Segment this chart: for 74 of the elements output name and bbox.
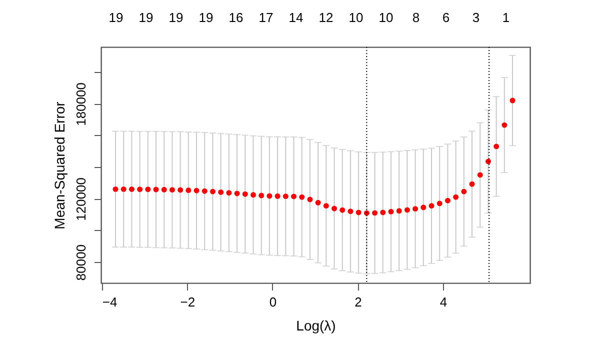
text: 19 — [108, 10, 124, 25]
text: 19 — [198, 10, 214, 25]
point — [510, 98, 516, 104]
x-tick-label: −4 — [102, 294, 118, 310]
text: 1 — [502, 10, 510, 25]
text: 16 — [228, 10, 244, 25]
point — [453, 194, 459, 200]
point — [128, 186, 134, 192]
point — [485, 158, 491, 164]
point — [266, 193, 272, 199]
text: 14 — [288, 10, 304, 25]
point — [461, 188, 467, 194]
x-tick-label: −2 — [180, 294, 196, 310]
text: 19 — [168, 10, 184, 25]
point — [234, 190, 240, 196]
point — [436, 200, 442, 206]
point — [356, 210, 362, 216]
x-tick-label: 0 — [269, 294, 277, 310]
point — [469, 181, 475, 187]
point — [307, 196, 313, 202]
point — [274, 193, 280, 199]
y-tick-label: 180000 — [74, 82, 88, 126]
point — [120, 186, 126, 192]
x-tick-label: 4 — [440, 294, 448, 310]
point — [282, 194, 288, 200]
point — [444, 198, 450, 204]
point — [258, 192, 264, 198]
point — [299, 194, 305, 200]
point — [250, 192, 256, 198]
point — [291, 194, 296, 200]
y-tick-label: 120000 — [74, 177, 88, 221]
point — [404, 207, 410, 213]
point — [210, 188, 216, 194]
point — [372, 210, 378, 216]
point — [348, 208, 354, 214]
point — [323, 203, 329, 209]
point — [396, 208, 402, 214]
x-tick-label: 2 — [354, 294, 362, 310]
point — [153, 186, 159, 192]
point — [428, 203, 434, 209]
point — [388, 208, 394, 214]
text: 6 — [442, 10, 450, 25]
point — [315, 200, 321, 206]
point — [137, 186, 143, 192]
text: 8 — [412, 10, 420, 25]
point — [477, 172, 483, 178]
point — [242, 191, 248, 197]
y-tick-label: 80000 — [74, 244, 88, 281]
x-axis-title: Log(λ) — [296, 318, 336, 334]
text: 10 — [348, 10, 364, 25]
text: 17 — [258, 10, 274, 25]
point — [494, 144, 500, 150]
point — [194, 188, 200, 194]
point — [145, 186, 151, 192]
point — [202, 188, 208, 194]
text: 3 — [472, 10, 480, 25]
point — [186, 188, 192, 194]
point — [340, 207, 346, 213]
point — [178, 187, 184, 193]
point — [218, 189, 224, 195]
point — [364, 210, 370, 216]
text: 10 — [378, 10, 394, 25]
point — [380, 210, 386, 216]
text: 12 — [318, 10, 334, 25]
point — [112, 186, 118, 192]
point — [502, 122, 508, 128]
point — [332, 206, 337, 212]
point — [226, 190, 232, 196]
point — [161, 186, 167, 192]
text: 19 — [138, 10, 154, 25]
y-axis-title: Mean-Squared Error — [52, 101, 68, 230]
point — [169, 187, 175, 193]
point — [412, 206, 418, 212]
point — [420, 204, 426, 210]
